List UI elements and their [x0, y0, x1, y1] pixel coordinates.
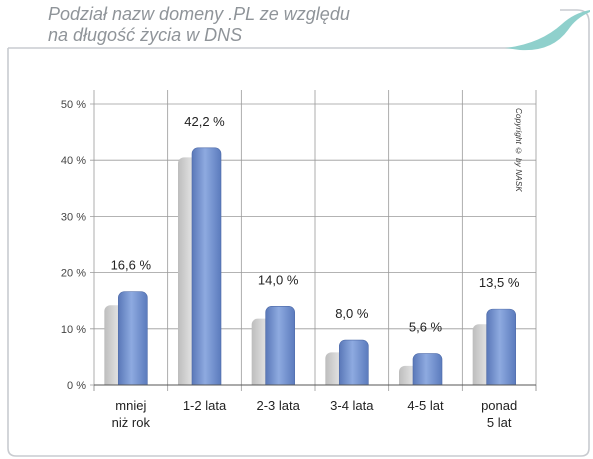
- x-category-label: niż rok: [112, 415, 151, 430]
- bar: [486, 308, 516, 392]
- x-category-label: 5 lat: [487, 415, 512, 430]
- y-tick-label: 10 %: [61, 324, 86, 336]
- bar: [118, 291, 148, 392]
- chart-title: Podział nazw domeny .PL ze względu na dł…: [48, 4, 350, 46]
- bar-value-label: 14,0 %: [258, 272, 299, 287]
- x-category-label: 4-5 lat: [407, 398, 444, 413]
- bar: [191, 147, 222, 392]
- x-category-label: 2-3 lata: [256, 398, 300, 413]
- bar: [339, 339, 369, 392]
- x-category-label: 1-2 lata: [183, 398, 227, 413]
- y-tick-label: 0 %: [67, 380, 86, 392]
- y-tick-label: 30 %: [61, 211, 86, 223]
- bar: [265, 306, 295, 392]
- y-tick-label: 40 %: [61, 155, 86, 167]
- x-category-label: mniej: [115, 398, 146, 413]
- bar-value-label: 42,2 %: [184, 114, 225, 129]
- bar-value-label: 8,0 %: [335, 306, 369, 321]
- chart-title-line-1: Podział nazw domeny .PL ze względu: [48, 4, 350, 24]
- copyright-note: Copyright © by NASK: [514, 108, 523, 192]
- bar-value-label: 13,5 %: [479, 275, 520, 290]
- x-category-label: 3-4 lata: [330, 398, 374, 413]
- x-category-label: ponad: [481, 398, 517, 413]
- decorative-swoosh: [505, 10, 590, 51]
- bar-value-label: 16,6 %: [111, 258, 152, 273]
- bar-value-label: 5,6 %: [409, 320, 443, 335]
- chart-title-line-2: na długość życia w DNS: [48, 25, 243, 45]
- y-tick-label: 20 %: [61, 268, 86, 280]
- y-tick-label: 50 %: [61, 99, 86, 111]
